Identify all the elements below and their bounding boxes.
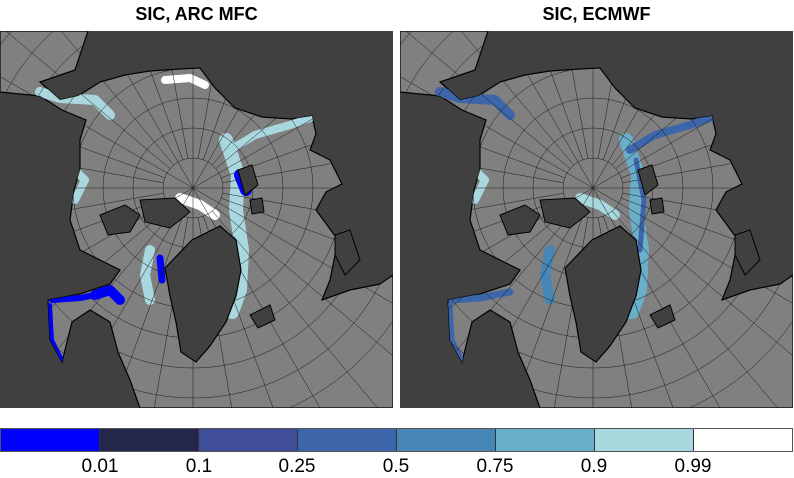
ice-low-concentration <box>156 254 166 284</box>
colorbar-swatch <box>199 429 298 451</box>
left-map-arc-mfc <box>0 31 393 408</box>
island <box>539 197 591 229</box>
ice-low-concentration <box>90 285 125 305</box>
colorbar-swatch <box>496 429 595 451</box>
graticule-meridian <box>615 207 793 382</box>
graticule-meridian <box>612 210 787 408</box>
colorbar-swatch <box>595 429 694 451</box>
island <box>237 164 259 196</box>
island <box>649 304 676 329</box>
ice-band-baffin <box>140 245 155 305</box>
greenland <box>564 225 642 363</box>
colorbar-label: 0.25 <box>278 456 316 477</box>
ice-band-kara <box>626 114 714 154</box>
graticule-meridian <box>592 187 793 339</box>
graticule-meridian <box>212 210 387 408</box>
ice-white-patch <box>175 193 220 220</box>
right-panel-title: SIC, ECMWF <box>542 4 651 24</box>
colorbar-label: 0.75 <box>476 456 514 477</box>
colorbar-label: 0.01 <box>81 456 119 477</box>
island <box>139 197 191 229</box>
ice-band-east <box>219 133 249 319</box>
island <box>249 304 276 329</box>
colorbar-label: 0.9 <box>580 456 608 477</box>
colorbar <box>0 428 793 452</box>
ice-white-patch <box>161 74 209 89</box>
ice-band-bering <box>435 87 515 120</box>
island <box>249 197 265 215</box>
island <box>637 164 659 196</box>
graticule-meridian <box>90 216 183 408</box>
island <box>499 204 541 236</box>
island <box>334 229 361 276</box>
right-map-ecmwf <box>400 31 793 408</box>
colorbar-label: 0.5 <box>382 456 410 477</box>
greenland <box>164 225 242 363</box>
colorbar-label: 0.1 <box>185 456 213 477</box>
ice-band-kara <box>226 114 314 154</box>
graticule-meridian <box>140 31 189 159</box>
graticule-meridian <box>215 207 393 382</box>
ice-band-baffin <box>540 245 555 305</box>
graticule-meridian <box>597 31 646 159</box>
ice-band-bering <box>35 87 115 120</box>
graticule-meridian <box>540 31 589 159</box>
ice-band-hudson <box>448 288 514 304</box>
island <box>734 229 761 276</box>
island <box>99 204 141 236</box>
ice-band-hudson <box>447 302 465 363</box>
colorbar-label: 0.99 <box>674 456 712 477</box>
colorbar-swatch <box>397 429 496 451</box>
ice-light-patch <box>575 193 620 220</box>
ice-low-concentration <box>48 303 64 362</box>
colorbar-swatch <box>298 429 397 451</box>
island <box>649 197 665 215</box>
colorbar-swatch <box>694 429 792 451</box>
colorbar-swatch <box>1 429 100 451</box>
graticule-meridian <box>192 187 393 339</box>
left-panel-title: SIC, ARC MFC <box>135 4 258 24</box>
colorbar-swatch <box>100 429 199 451</box>
graticule-meridian <box>490 216 583 408</box>
graticule-meridian <box>197 31 246 159</box>
